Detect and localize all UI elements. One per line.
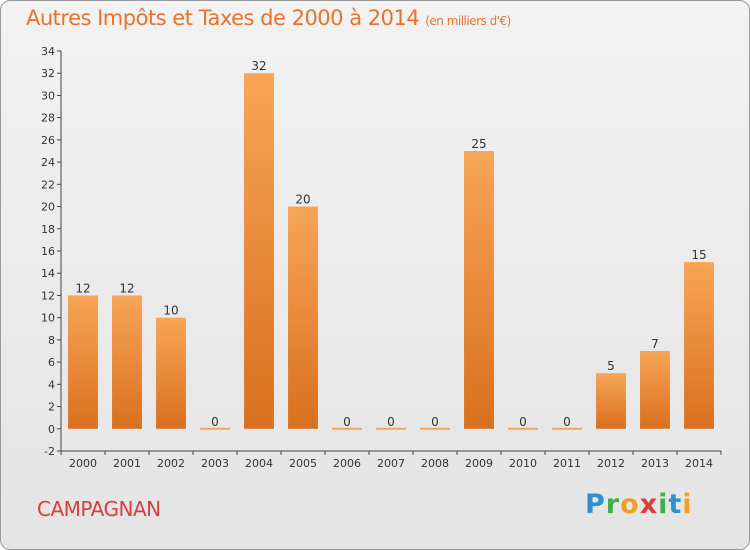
data-label: 12 [75, 281, 90, 295]
data-label: 0 [343, 415, 351, 429]
x-tick-label: 2010 [509, 457, 537, 470]
data-label: 25 [471, 137, 486, 151]
logo-letter: t [668, 489, 683, 520]
y-tick-label: 30 [41, 89, 55, 102]
data-label: 32 [251, 59, 266, 73]
logo-letter: P [585, 489, 606, 520]
y-tick-label: 34 [41, 45, 55, 58]
y-tick-label: 28 [41, 112, 55, 125]
y-tick-label: 16 [41, 245, 55, 258]
y-tick-label: 4 [48, 378, 55, 391]
x-tick-label: 2013 [641, 457, 669, 470]
bar [332, 427, 362, 430]
bar [376, 427, 406, 430]
chart-title-text: Autres Impôts et Taxes de 2000 à 2014 [26, 6, 420, 30]
y-tick-label: -2 [44, 445, 55, 458]
y-tick-label: 2 [48, 401, 55, 414]
x-tick-label: 2009 [465, 457, 493, 470]
data-label: 10 [163, 304, 178, 318]
data-label: 20 [295, 193, 310, 207]
y-tick-label: 18 [41, 223, 55, 236]
bar [112, 295, 142, 429]
x-tick-label: 2001 [113, 457, 141, 470]
x-tick-label: 2006 [333, 457, 361, 470]
data-label: 12 [119, 281, 134, 295]
bar [156, 317, 186, 429]
town-name: CAMPAGNAN [37, 497, 161, 521]
x-tick-label: 2002 [157, 457, 185, 470]
bar [640, 351, 670, 429]
y-tick-label: 22 [41, 178, 55, 191]
x-tick-label: 2003 [201, 457, 229, 470]
bar [68, 295, 98, 429]
chart-subtitle: (en milliers d'€) [425, 14, 511, 28]
y-tick-label: 32 [41, 67, 55, 80]
x-tick-label: 2000 [69, 457, 97, 470]
chart-title: Autres Impôts et Taxes de 2000 à 2014 (en… [26, 6, 511, 30]
data-label: 0 [387, 415, 395, 429]
bar [508, 427, 538, 430]
y-tick-label: 8 [48, 334, 55, 347]
logo-letter: r [605, 489, 621, 520]
y-tick-label: 0 [48, 423, 55, 436]
data-label: 0 [519, 415, 527, 429]
y-tick-label: 12 [41, 289, 55, 302]
y-tick-label: 6 [48, 356, 55, 369]
y-tick-label: 14 [41, 267, 55, 280]
data-label: 7 [651, 337, 659, 351]
data-label: 0 [563, 415, 571, 429]
logo-letter: i [658, 489, 669, 520]
x-tick-label: 2007 [377, 457, 405, 470]
bar [596, 373, 626, 429]
data-label: 15 [691, 248, 706, 262]
x-tick-label: 2012 [597, 457, 625, 470]
y-tick-label: 20 [41, 201, 55, 214]
bar [464, 151, 494, 429]
logo-letter: i [682, 489, 693, 520]
x-tick-label: 2004 [245, 457, 273, 470]
x-tick-label: 2008 [421, 457, 449, 470]
y-tick-label: 24 [41, 156, 55, 169]
y-tick-label: 26 [41, 134, 55, 147]
logo-letter: x [639, 489, 659, 520]
x-tick-label: 2014 [685, 457, 713, 470]
logo-letter: o [620, 489, 640, 520]
bar [552, 427, 582, 430]
bar [244, 73, 274, 429]
data-label: 5 [607, 359, 615, 373]
x-tick-label: 2005 [289, 457, 317, 470]
bar [684, 262, 714, 429]
bar [420, 427, 450, 430]
bar [288, 206, 318, 429]
data-label: 0 [431, 415, 439, 429]
proxiti-logo: Proxiti [585, 489, 693, 520]
x-tick-label: 2011 [553, 457, 581, 470]
y-tick-label: 10 [41, 312, 55, 325]
bar [200, 427, 230, 430]
data-label: 0 [211, 415, 219, 429]
